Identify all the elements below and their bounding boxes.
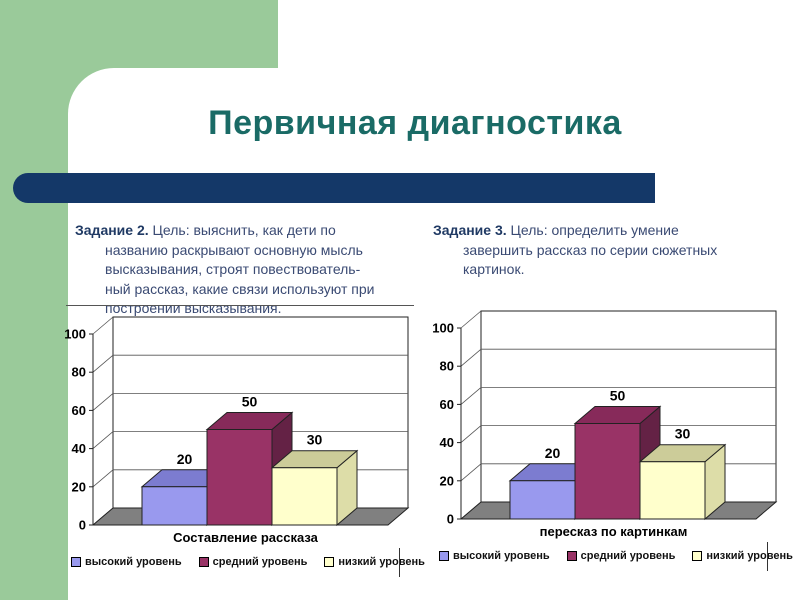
- page-title: Первичная диагностика: [208, 104, 622, 142]
- bar-front-face: [639, 461, 706, 520]
- y-tick-label: 80: [440, 359, 454, 374]
- bar-front-face: [206, 429, 273, 526]
- depth-connector: [92, 354, 114, 373]
- legend-swatch-low: [324, 557, 335, 567]
- legend-label-high: высокий уровень: [85, 556, 182, 568]
- bar3d-plot-task2: 20 50 30 0 20 40 60 80 100 Составление рассказа: [64, 316, 410, 545]
- legend-divider-line: [399, 548, 400, 577]
- title-underline-bar: [13, 173, 655, 203]
- legend-item-low: низкий уровень: [324, 556, 425, 568]
- chart-task2: 20 50 30 0 20 40 60 80 100 Составление рассказа в…: [55, 300, 425, 590]
- task2-label: Задание 2.: [75, 222, 149, 238]
- legend-item-medium: средний уровень: [566, 550, 676, 562]
- y-tick-label: 20: [72, 479, 86, 494]
- y-tick-label: 40: [72, 441, 86, 456]
- y-tick-label: 0: [447, 512, 454, 527]
- legend-swatch-high: [439, 551, 449, 561]
- legend-item-medium: средний уровень: [198, 556, 308, 568]
- chart-task3: 20 50 30 0 20 40 60 80 100 пересказ по картинкам …: [423, 294, 793, 584]
- legend-label-medium: средний уровень: [580, 550, 676, 562]
- data-label: 30: [307, 432, 323, 448]
- y-tick-label: 0: [79, 518, 86, 533]
- data-label: 50: [610, 388, 626, 404]
- legend-label-high: высокий уровень: [453, 550, 550, 562]
- category-label: пересказ по картинкам: [540, 524, 688, 539]
- task2-text: Цель: выяснить, как дети по названию рас…: [105, 222, 375, 316]
- chart-top-border: [66, 305, 414, 306]
- bar-front-face: [574, 423, 641, 520]
- y-tick-label: 20: [440, 473, 454, 488]
- depth-connector: [92, 431, 114, 449]
- legend-item-high: высокий уровень: [439, 550, 550, 562]
- task3-label: Задание 3.: [433, 222, 507, 238]
- task2-paragraph: Задание 2. Цель: выяснить, как дети по н…: [75, 221, 457, 319]
- bar-front-face: [509, 480, 576, 520]
- bar-front-face: [271, 467, 338, 526]
- depth-connector: [92, 393, 114, 411]
- depth-connector: [460, 348, 482, 367]
- legend-swatch-low: [692, 551, 703, 561]
- legend-divider-line: [767, 542, 768, 571]
- y-tick-label: 100: [64, 327, 86, 342]
- y-tick-label: 40: [440, 435, 454, 450]
- category-label: Составление рассказа: [173, 530, 319, 545]
- depth-connector: [92, 469, 114, 488]
- bar-series-2: [638, 443, 727, 521]
- depth-connector: [460, 425, 482, 443]
- chart-legend: высокий уровень средний уровень низкий у…: [439, 550, 793, 562]
- legend-item-high: высокий уровень: [71, 556, 182, 568]
- task3-text: Цель: определить умение завершить расска…: [463, 222, 718, 277]
- task3-paragraph: Задание 3. Цель: определить умение завер…: [433, 221, 800, 280]
- depth-connector: [460, 387, 482, 405]
- legend-item-low: низкий уровень: [692, 550, 793, 562]
- bar-front-face: [141, 486, 208, 526]
- legend-swatch-high: [71, 557, 81, 567]
- bar-series-2: [270, 449, 359, 527]
- data-label: 20: [177, 451, 193, 467]
- y-tick-label: 60: [72, 403, 86, 418]
- chart-legend: высокий уровень средний уровень низкий у…: [71, 556, 425, 568]
- bar3d-plot-task3: 20 50 30 0 20 40 60 80 100 пересказ по картинкам: [432, 310, 778, 539]
- legend-label-low: низкий уровень: [338, 556, 425, 568]
- data-label: 20: [545, 445, 561, 461]
- legend-swatch-medium: [198, 557, 209, 567]
- y-tick-label: 100: [432, 321, 454, 336]
- data-label: 30: [675, 426, 691, 442]
- legend-swatch-medium: [566, 551, 577, 561]
- legend-label-low: низкий уровень: [706, 550, 793, 562]
- depth-connector: [92, 316, 114, 335]
- depth-connector: [460, 463, 482, 482]
- depth-connector: [460, 310, 482, 329]
- legend-label-medium: средний уровень: [212, 556, 308, 568]
- y-tick-label: 60: [440, 397, 454, 412]
- data-label: 50: [242, 394, 258, 410]
- y-tick-label: 80: [72, 365, 86, 380]
